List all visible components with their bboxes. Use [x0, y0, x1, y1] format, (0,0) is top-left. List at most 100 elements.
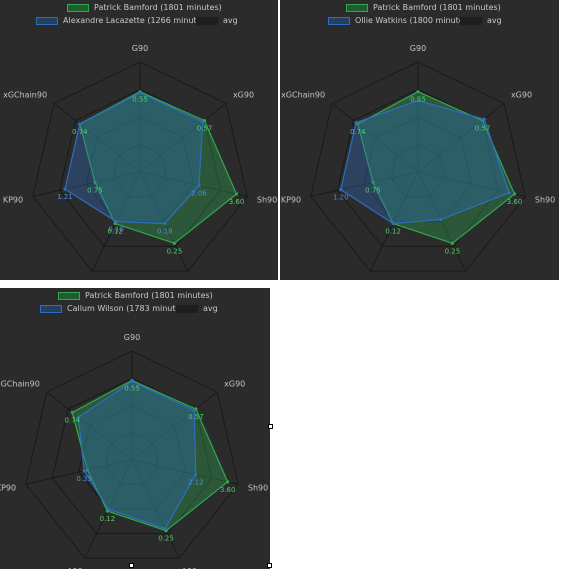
resize-handle-right[interactable]	[268, 424, 273, 429]
legend-label: Callum Wilson (1783 minutes)	[67, 304, 188, 313]
legend-label: Patrick Bamford (1801 minutes)	[94, 3, 222, 12]
radar-spoke	[331, 103, 419, 173]
value-label: 0.25	[445, 247, 461, 255]
value-label: 3.60	[229, 198, 245, 206]
data-point	[163, 221, 167, 226]
value-label: 0.25	[158, 535, 174, 543]
radar-spoke	[131, 391, 218, 461]
series-area-primary	[71, 379, 229, 532]
radar-spoke	[139, 103, 227, 173]
axis-label: KP90	[0, 483, 16, 492]
data-point	[450, 241, 454, 245]
value-label: 0.75	[365, 186, 381, 194]
axis-label: xGChain90	[281, 91, 325, 100]
legend-item-avg[interactable]: avg	[176, 304, 218, 313]
axis-label: G90	[124, 333, 140, 342]
radar-spoke	[139, 171, 248, 197]
data-point	[234, 192, 239, 196]
data-point	[192, 408, 196, 412]
axis-label: xA90	[62, 567, 82, 569]
series-area-secondary	[77, 380, 197, 530]
legend-item-secondary[interactable]: Ollie Watkins (1800 minutes)	[328, 16, 471, 25]
legend-swatch	[196, 16, 218, 25]
radar-panel-3: G90 xG90 Sh90 A90 xA90 KP90 xGChain90 0.55 0.57 3…	[0, 288, 270, 569]
value-label: 0.57	[188, 413, 204, 421]
legend-item-secondary[interactable]: Alexandre Lacazette (1266 minutes)	[36, 16, 209, 25]
legend-swatch	[40, 304, 62, 313]
radar-ring	[51, 377, 213, 535]
value-label: 0.55	[410, 96, 426, 104]
axis-label: KP90	[3, 196, 23, 205]
value-label: 0.57	[197, 125, 213, 133]
data-point	[82, 469, 86, 473]
value-label: 0.12	[107, 228, 123, 236]
axis-label: xGChain90	[0, 379, 40, 388]
legend-swatch	[36, 16, 58, 25]
legend-item-secondary[interactable]: Callum Wilson (1783 minutes)	[40, 304, 188, 313]
legend-label: Alexandre Lacazette (1266 minutes)	[63, 16, 209, 25]
radar-spoke	[369, 171, 419, 272]
axis-label: xG90	[224, 379, 245, 388]
value-label: 0.74	[65, 416, 81, 424]
legend-label: Ollie Watkins (1800 minutes)	[355, 16, 472, 25]
series-area-secondary	[340, 99, 510, 225]
legend-3: Patrick Bamford (1801 minutes) Callum Wi…	[0, 291, 270, 317]
resize-handle-bottom[interactable]	[129, 563, 134, 568]
legend-swatch	[67, 3, 89, 12]
radar-ring	[104, 432, 160, 486]
radar-ring	[32, 61, 248, 272]
radar-spoke	[417, 171, 526, 197]
data-point	[138, 91, 142, 95]
data-point	[354, 121, 358, 125]
legend-item-avg[interactable]: avg	[196, 16, 238, 25]
data-point	[201, 120, 205, 124]
axis-label: Sh90	[248, 483, 268, 492]
radar-spoke	[417, 171, 467, 272]
value-label: 0.10	[108, 226, 124, 234]
value-label: 0.57	[475, 125, 491, 133]
legend-label: avg	[487, 16, 502, 25]
value-label: 1.20	[333, 194, 349, 202]
data-point	[512, 192, 517, 196]
value-label: 3.60	[220, 486, 236, 494]
axis-label: xG90	[233, 91, 254, 100]
radar-ring	[337, 88, 499, 247]
data-point	[106, 507, 110, 511]
radar-spoke	[46, 391, 133, 461]
legend-item-primary[interactable]: Patrick Bamford (1801 minutes)	[58, 291, 213, 300]
resize-handle-corner[interactable]	[267, 563, 272, 568]
data-point	[416, 90, 420, 94]
legend-item-primary[interactable]: Patrick Bamford (1801 minutes)	[67, 3, 222, 12]
legend-label: avg	[203, 304, 218, 313]
radar-ring	[78, 404, 186, 510]
radar-ring	[112, 143, 168, 198]
radar-ring	[25, 350, 239, 559]
legend-item-avg[interactable]: avg	[460, 16, 502, 25]
data-point	[163, 527, 167, 531]
value-label: 0.18	[157, 228, 173, 236]
legend-item-primary[interactable]: Patrick Bamford (1801 minutes)	[346, 3, 501, 12]
radar-chart-3: G90 xG90 Sh90 A90 xA90 KP90 xGChain90 0.55 0.57 3…	[0, 333, 268, 569]
data-point	[439, 217, 443, 222]
radar-chart-1: G90xG90Sh90A90xA90KP90xGChain900.550.573…	[3, 44, 277, 280]
data-point	[63, 187, 67, 191]
legend-label: avg	[223, 16, 238, 25]
value-label: 0.74	[72, 128, 88, 136]
radar-ring	[310, 61, 526, 272]
data-point	[78, 122, 82, 126]
value-label: 0.12	[385, 228, 401, 236]
radar-ring	[59, 88, 221, 247]
legend-swatch	[346, 3, 368, 12]
radar-spoke	[25, 459, 133, 485]
radar-spoke	[131, 459, 239, 485]
axis-label: G90	[132, 44, 148, 53]
radar-spoke	[131, 459, 180, 559]
value-label: 3.60	[507, 198, 523, 206]
value-label: 0.55	[124, 384, 140, 392]
legend-swatch	[176, 304, 198, 313]
legend-label: Patrick Bamford (1801 minutes)	[85, 291, 213, 300]
data-point	[416, 98, 420, 103]
radar-spoke	[417, 103, 505, 173]
value-label: 0.35	[76, 475, 92, 483]
value-label: 0.12	[100, 515, 116, 523]
